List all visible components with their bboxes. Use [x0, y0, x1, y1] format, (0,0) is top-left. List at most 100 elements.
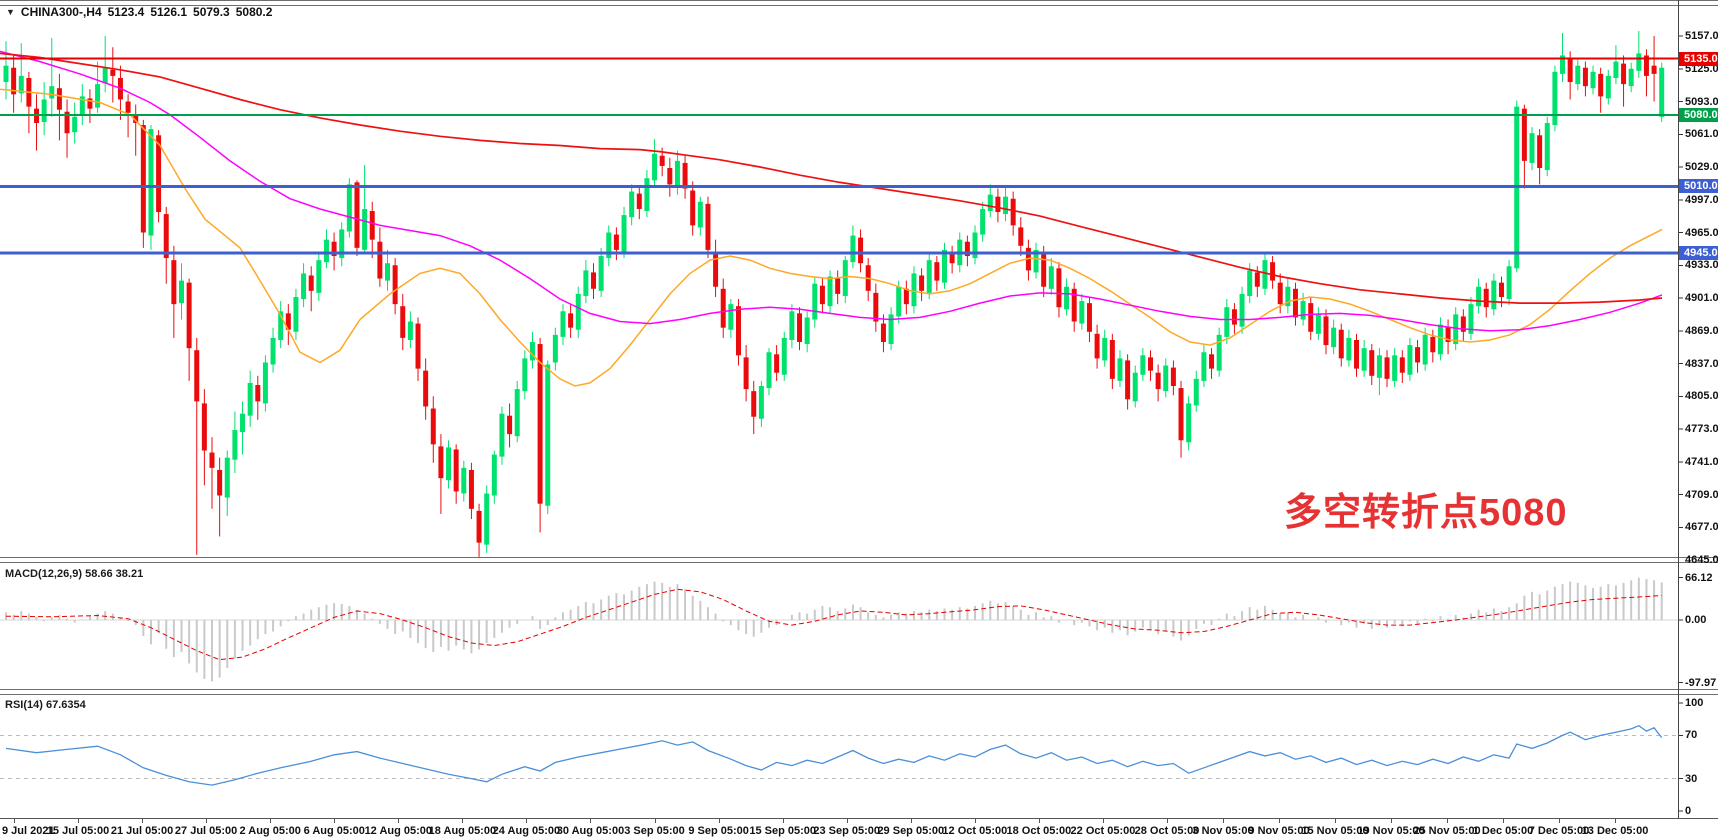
ohlc-high: 5126.1	[150, 5, 188, 19]
instrument-title: CHINA300-,H4	[20, 5, 102, 19]
time-tick-mark	[1279, 819, 1280, 823]
time-tick-mark	[1615, 819, 1616, 823]
axis-tick-label: 4709.0	[1685, 488, 1718, 501]
time-tick-mark	[142, 819, 144, 823]
time-tick-mark	[1391, 819, 1392, 823]
time-tick-mark	[1335, 819, 1336, 823]
macd-indicator-label: MACD(12,26,9) 58.66 38.21	[5, 568, 143, 580]
axis-tick-label: 4933.0	[1685, 259, 1718, 272]
time-tick-mark	[1503, 819, 1504, 823]
time-tick-label: 27 Jul 05:00	[174, 825, 238, 837]
time-tick-mark	[974, 819, 976, 823]
time-tick-label: 29 Sep 05:00	[877, 825, 945, 837]
time-tick-label: 18 Oct 05:00	[1006, 825, 1072, 837]
time-tick-label: 6 Aug 05:00	[303, 825, 365, 837]
time-tick-label: 13 Dec 05:00	[1581, 825, 1649, 837]
axis-tick-label: 4741.0	[1685, 455, 1718, 468]
time-tick-label: 9 Sep 05:00	[688, 825, 749, 837]
axis-tick-label: 30	[1685, 772, 1698, 785]
axis-tick-label: 4869.0	[1685, 324, 1718, 337]
time-tick-mark	[1223, 819, 1224, 823]
axis-tick-label: -97.97	[1685, 676, 1717, 689]
time-tick-label: 30 Aug 05:00	[556, 825, 625, 837]
axis-tick-label: 4837.0	[1685, 357, 1718, 370]
time-tick-mark	[654, 819, 656, 823]
ohlc-close: 5080.2	[235, 5, 273, 19]
price-level-badge: 5010.0	[1679, 179, 1718, 194]
axis-tick-label: 5029.0	[1685, 161, 1718, 173]
ohlc-low: 5079.3	[193, 5, 230, 19]
axis-tick-label: 5061.0	[1685, 128, 1718, 141]
chart-annotation-text: 多空转折点5080	[1284, 492, 1568, 534]
macd-values: 58.66 38.21	[85, 568, 144, 580]
time-tick-mark	[1038, 819, 1040, 823]
chart-title-bar: ▼ CHINA300-,H4 5123.4 5126.1 5079.3 5080…	[6, 5, 272, 19]
axis-tick-label: 4965.0	[1685, 226, 1718, 239]
axis-tick-label: 4805.0	[1685, 390, 1718, 403]
collapse-arrow-icon[interactable]: ▼	[6, 7, 15, 17]
axis-tick-label: 5125.0	[1685, 62, 1718, 75]
axis-tick-label: 4645.0	[1685, 554, 1718, 566]
time-tick-mark	[78, 819, 79, 823]
axis-tick-label: 4901.0	[1685, 292, 1718, 304]
macd-name: MACD(12,26,9)	[5, 568, 83, 580]
axis-tick-label: 4997.0	[1685, 193, 1718, 206]
window-top-border	[0, 0, 1718, 6]
time-tick-label: 25 Nov 05:00	[1413, 825, 1481, 837]
axis-tick-label: 100	[1685, 697, 1704, 709]
panel-separator-macd[interactable]	[0, 557, 1718, 563]
time-tick-label: 12 Oct 05:00	[942, 825, 1008, 837]
time-tick-mark	[270, 819, 272, 823]
time-tick-mark	[1167, 819, 1169, 823]
time-tick-label: 3 Sep 05:00	[624, 825, 685, 837]
time-tick-mark	[526, 819, 528, 823]
time-tick-mark	[590, 819, 592, 823]
time-tick-label: 15 Sep 05:00	[749, 825, 816, 837]
axis-tick-label: 70	[1685, 729, 1698, 742]
time-tick-label: 1 Dec 05:00	[1472, 825, 1534, 837]
rsi-indicator-label: RSI(14) 67.6354	[5, 699, 86, 711]
time-tick-mark	[782, 819, 784, 823]
axis-tick-label: 66.12	[1685, 571, 1713, 584]
time-tick-mark	[846, 819, 848, 823]
time-tick-mark	[14, 819, 15, 823]
time-tick-mark	[334, 819, 336, 823]
axis-tick-label: 0	[1685, 805, 1692, 817]
time-tick-label: 21 Jul 05:00	[110, 825, 174, 837]
time-tick-mark	[206, 819, 208, 823]
time-axis[interactable]: 9 Jul 2021 15 Jul 05:00 21 Jul 05:00 27 Jul…	[0, 818, 1718, 840]
time-tick-mark	[1447, 819, 1448, 823]
time-tick-label: 3 Nov 05:00	[1192, 825, 1254, 837]
time-tick-mark	[1559, 819, 1560, 823]
time-tick-label: 18 Aug 05:00	[428, 825, 497, 837]
time-tick-mark	[1102, 819, 1104, 823]
time-tick-label: 2 Aug 05:00	[239, 825, 301, 837]
ohlc-open: 5123.4	[107, 5, 145, 19]
time-tick-label: 7 Dec 05:00	[1528, 825, 1590, 837]
axis-tick-label: 4773.0	[1685, 423, 1718, 435]
price-level-badge: 5135.0	[1679, 51, 1718, 66]
time-tick-mark	[718, 819, 720, 823]
time-tick-mark	[398, 819, 400, 823]
axis-tick-label: 4677.0	[1685, 521, 1718, 534]
axis-tick-label: 5157.0	[1685, 30, 1718, 42]
time-tick-label: 19 Nov 05:00	[1357, 825, 1425, 837]
price-level-badge: 5080.0	[1679, 107, 1718, 122]
axis-tick-label: 5093.0	[1685, 95, 1718, 108]
time-tick-mark	[910, 819, 912, 823]
time-tick-label: 9 Nov 05:00	[1248, 825, 1310, 837]
time-tick-label: 15 Jul 05:00	[46, 825, 110, 837]
time-tick-label: 23 Sep 05:00	[813, 825, 881, 837]
time-tick-label: 15 Nov 05:00	[1301, 825, 1369, 837]
time-tick-label: 22 Oct 05:00	[1070, 825, 1136, 837]
time-tick-label: 9 Jul 2021	[2, 825, 55, 837]
time-tick-label: 24 Aug 05:00	[492, 825, 561, 837]
panel-separator-rsi[interactable]	[0, 689, 1718, 695]
price-axis[interactable]: 5157.0 5125.0 5093.0 5061.0 5029.0 4997.0 4965…	[1679, 0, 1718, 818]
time-tick-mark	[462, 819, 464, 823]
time-tick-label: 12 Aug 05:00	[364, 825, 433, 837]
time-tick-label: 28 Oct 05:00	[1134, 825, 1200, 837]
axis-tick-label: 0.00	[1685, 614, 1707, 626]
